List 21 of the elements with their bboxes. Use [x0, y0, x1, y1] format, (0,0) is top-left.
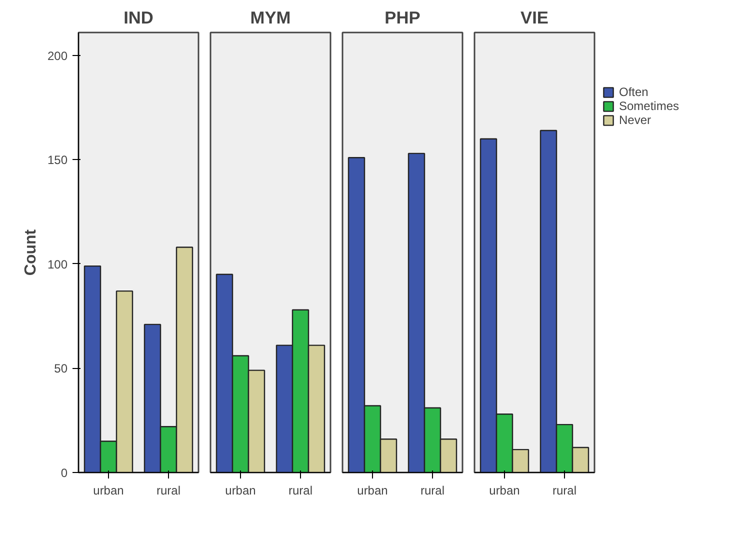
- x-tick-label: rural: [420, 484, 445, 498]
- chart-title: PHP: [384, 8, 420, 28]
- x-tick-label: rural: [156, 484, 181, 498]
- legend-label: Sometimes: [619, 99, 680, 113]
- y-tick-label: 0: [60, 466, 68, 480]
- legend-label: Often: [619, 85, 648, 99]
- y-tick-label: 150: [47, 153, 68, 168]
- chart-title: IND: [124, 8, 154, 28]
- chart-title: MYM: [250, 8, 291, 28]
- x-tick-label: urban: [357, 484, 388, 498]
- x-tick-label: rural: [552, 484, 577, 498]
- x-tick-label: urban: [225, 484, 256, 498]
- x-tick-label: urban: [93, 484, 124, 498]
- y-tick-label: 100: [47, 257, 68, 272]
- y-tick-label: 200: [47, 48, 68, 63]
- chart-title: VIE: [520, 8, 548, 28]
- x-tick-label: rural: [288, 484, 313, 498]
- y-axis-title: Count: [22, 228, 40, 276]
- x-tick-label: urban: [489, 484, 520, 498]
- legend-label: Never: [619, 113, 652, 127]
- y-tick-label: 50: [54, 362, 68, 376]
